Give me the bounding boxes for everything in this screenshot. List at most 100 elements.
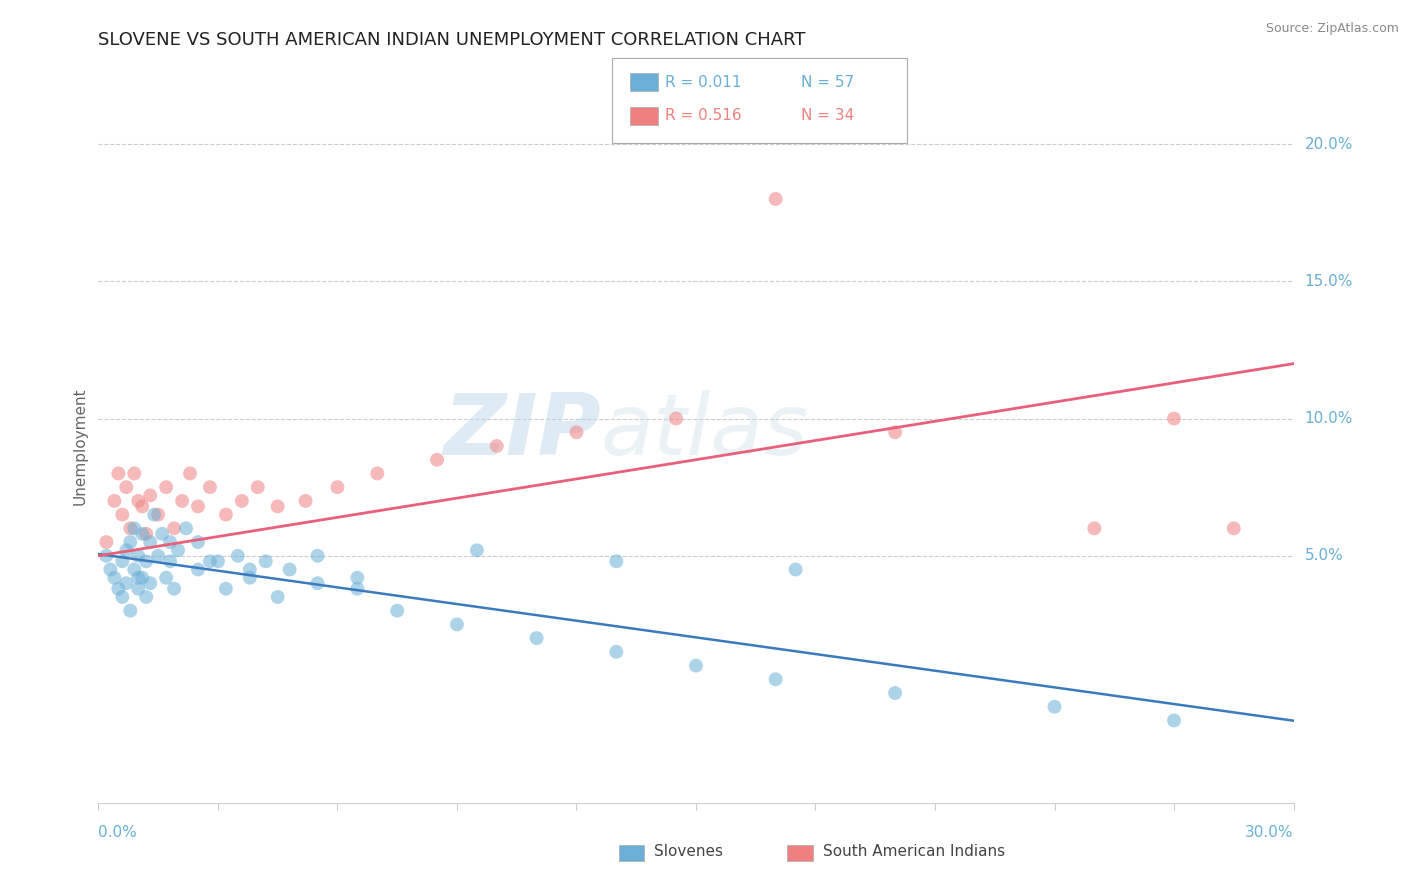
Point bbox=[346, 582, 368, 596]
Point bbox=[159, 554, 181, 568]
Point bbox=[174, 521, 197, 535]
Point bbox=[111, 590, 134, 604]
Point bbox=[385, 604, 409, 618]
Point bbox=[605, 645, 627, 659]
Point bbox=[765, 192, 787, 206]
Point bbox=[135, 526, 157, 541]
Text: 20.0%: 20.0% bbox=[1305, 136, 1353, 152]
Point bbox=[485, 439, 508, 453]
Text: N = 34: N = 34 bbox=[801, 109, 855, 123]
Point bbox=[215, 582, 238, 596]
Text: R = 0.011: R = 0.011 bbox=[665, 75, 741, 89]
Point bbox=[131, 571, 153, 585]
Point bbox=[127, 549, 149, 563]
Point bbox=[143, 508, 166, 522]
Point bbox=[155, 571, 177, 585]
Point bbox=[127, 582, 149, 596]
Point bbox=[103, 571, 125, 585]
Point bbox=[187, 535, 209, 549]
Point bbox=[127, 571, 149, 585]
Point bbox=[307, 549, 329, 563]
Point bbox=[148, 549, 170, 563]
Point bbox=[307, 576, 329, 591]
Point bbox=[163, 582, 186, 596]
Point bbox=[96, 535, 118, 549]
Point bbox=[187, 562, 209, 576]
Point bbox=[665, 411, 688, 425]
Point bbox=[239, 571, 262, 585]
Text: 0.0%: 0.0% bbox=[98, 825, 138, 839]
Point bbox=[278, 562, 301, 576]
Point bbox=[254, 554, 277, 568]
Text: Source: ZipAtlas.com: Source: ZipAtlas.com bbox=[1265, 22, 1399, 36]
Point bbox=[426, 452, 449, 467]
Point bbox=[884, 686, 907, 700]
Point bbox=[115, 480, 138, 494]
Point bbox=[346, 571, 368, 585]
Text: atlas: atlas bbox=[600, 390, 808, 474]
Point bbox=[139, 576, 162, 591]
Point bbox=[155, 480, 177, 494]
Text: 15.0%: 15.0% bbox=[1305, 274, 1353, 289]
Point bbox=[98, 562, 122, 576]
Point bbox=[1163, 714, 1185, 728]
Point bbox=[167, 543, 190, 558]
Point bbox=[785, 562, 807, 576]
Text: 5.0%: 5.0% bbox=[1305, 549, 1343, 563]
Point bbox=[107, 467, 129, 481]
Point bbox=[139, 535, 162, 549]
Point bbox=[103, 494, 125, 508]
Point bbox=[239, 562, 262, 576]
Point bbox=[124, 562, 146, 576]
Point bbox=[1222, 521, 1246, 535]
Point bbox=[231, 494, 253, 508]
Point bbox=[526, 631, 548, 645]
Text: Slovenes: Slovenes bbox=[654, 845, 723, 859]
Point bbox=[163, 521, 186, 535]
Point bbox=[107, 582, 129, 596]
Y-axis label: Unemployment: Unemployment bbox=[72, 387, 87, 505]
Point bbox=[294, 494, 316, 508]
Text: ZIP: ZIP bbox=[443, 390, 600, 474]
Point bbox=[198, 480, 221, 494]
Point bbox=[884, 425, 907, 440]
Point bbox=[187, 500, 209, 514]
Point bbox=[179, 467, 201, 481]
Point bbox=[127, 494, 149, 508]
Point bbox=[685, 658, 707, 673]
Point bbox=[1043, 699, 1066, 714]
Text: 30.0%: 30.0% bbox=[1246, 825, 1294, 839]
Point bbox=[465, 543, 488, 558]
Point bbox=[124, 467, 146, 481]
Point bbox=[148, 508, 170, 522]
Point bbox=[226, 549, 249, 563]
Point bbox=[159, 535, 181, 549]
Point bbox=[172, 494, 194, 508]
Point bbox=[366, 467, 388, 481]
Text: R = 0.516: R = 0.516 bbox=[665, 109, 741, 123]
Point bbox=[565, 425, 588, 440]
Text: 10.0%: 10.0% bbox=[1305, 411, 1353, 426]
Point bbox=[765, 673, 787, 687]
Point bbox=[135, 590, 157, 604]
Point bbox=[150, 526, 173, 541]
Text: SLOVENE VS SOUTH AMERICAN INDIAN UNEMPLOYMENT CORRELATION CHART: SLOVENE VS SOUTH AMERICAN INDIAN UNEMPLO… bbox=[98, 31, 806, 49]
Point bbox=[207, 554, 229, 568]
Point bbox=[111, 508, 134, 522]
Point bbox=[120, 521, 142, 535]
Point bbox=[111, 554, 134, 568]
Text: South American Indians: South American Indians bbox=[823, 845, 1005, 859]
Point bbox=[1163, 411, 1185, 425]
Point bbox=[139, 488, 162, 502]
Point bbox=[326, 480, 349, 494]
Point bbox=[131, 500, 153, 514]
Text: N = 57: N = 57 bbox=[801, 75, 855, 89]
Point bbox=[267, 500, 290, 514]
Point bbox=[267, 590, 290, 604]
Point bbox=[120, 535, 142, 549]
Point bbox=[131, 526, 153, 541]
Point bbox=[115, 543, 138, 558]
Point bbox=[605, 554, 627, 568]
Point bbox=[120, 604, 142, 618]
Point bbox=[246, 480, 269, 494]
